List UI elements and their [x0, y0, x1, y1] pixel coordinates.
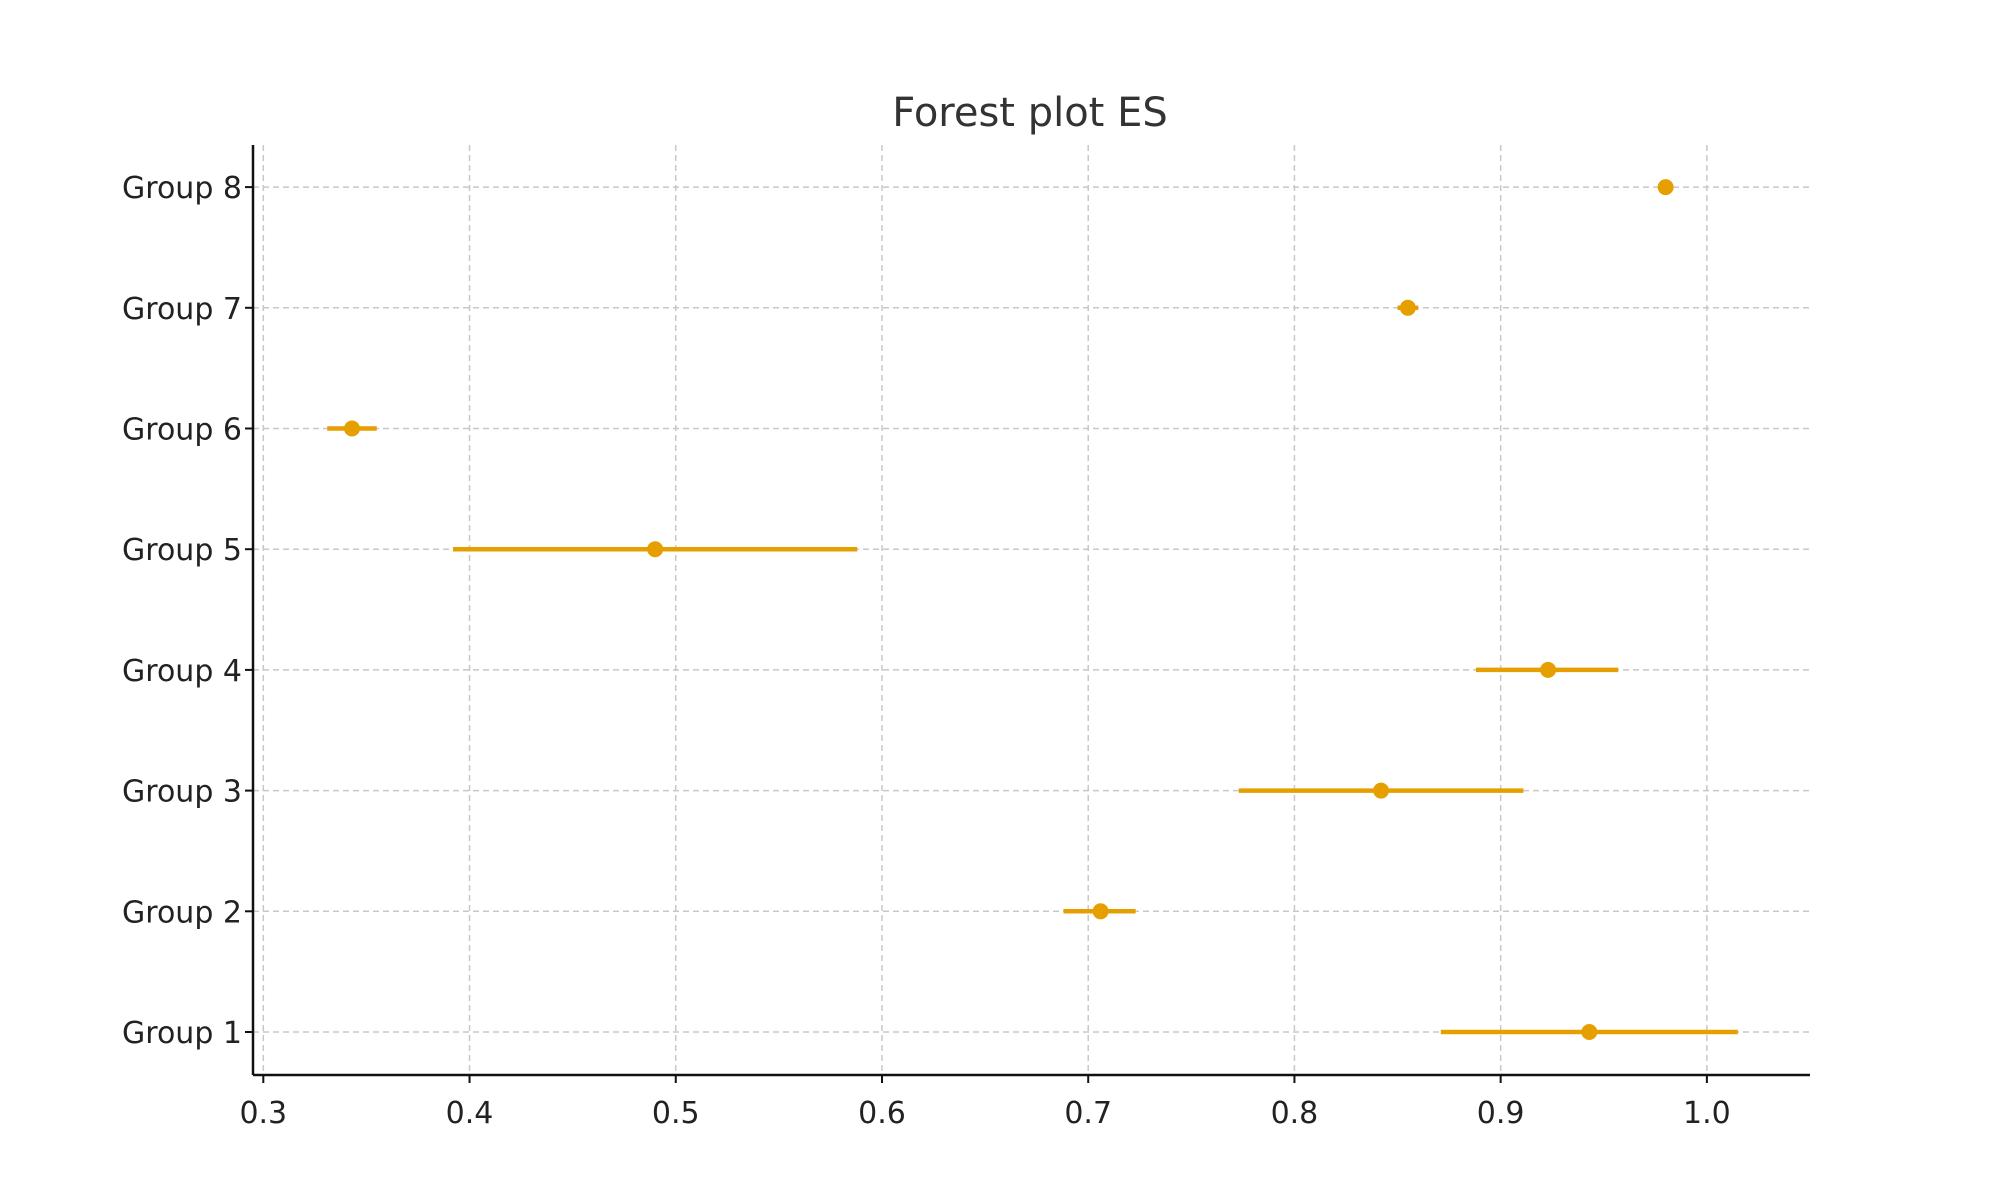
- x-tick-label: 0.3: [239, 1096, 287, 1131]
- x-tick-label: 0.9: [1477, 1096, 1525, 1131]
- estimate-point-group-6: [343, 420, 360, 437]
- y-tick-label: Group 4: [122, 654, 242, 689]
- grid-layer: [253, 145, 1810, 1075]
- estimate-point-group-3: [1373, 782, 1390, 799]
- x-tick-label: 0.7: [1064, 1096, 1112, 1131]
- x-tick-label: 0.6: [858, 1096, 906, 1131]
- y-tick-label: Group 6: [122, 413, 242, 448]
- y-tick-label: Group 3: [122, 775, 242, 810]
- x-tick-labels: 0.3 0.4 0.5 0.6 0.7 0.8 0.9 1.0: [239, 1075, 1731, 1131]
- estimate-point-group-2: [1092, 903, 1109, 920]
- y-tick-labels: Group 1 Group 2 Group 3 Group 4 Group 5 Group…: [122, 171, 253, 1051]
- estimate-point-group-1: [1581, 1024, 1598, 1040]
- y-tick-label: Group 1: [122, 1016, 242, 1051]
- point-layer: [343, 179, 1674, 1040]
- y-tick-label: Group 7: [122, 292, 242, 327]
- estimate-point-group-4: [1540, 661, 1557, 678]
- x-tick-label: 0.5: [652, 1096, 700, 1131]
- x-tick-label: 0.4: [446, 1096, 494, 1131]
- x-tick-label: 0.8: [1271, 1096, 1319, 1131]
- estimate-point-group-7: [1399, 299, 1416, 316]
- estimate-point-group-5: [647, 541, 664, 558]
- ci-layer: [327, 184, 1738, 1035]
- y-tick-label: Group 5: [122, 533, 242, 568]
- estimate-point-group-8: [1657, 179, 1674, 196]
- axes-layer: [251, 145, 1810, 1077]
- y-tick-label: Group 8: [122, 171, 242, 206]
- y-tick-label: Group 2: [122, 895, 242, 930]
- x-tick-label: 1.0: [1683, 1096, 1731, 1131]
- chart-title: Forest plot ES: [892, 90, 1168, 136]
